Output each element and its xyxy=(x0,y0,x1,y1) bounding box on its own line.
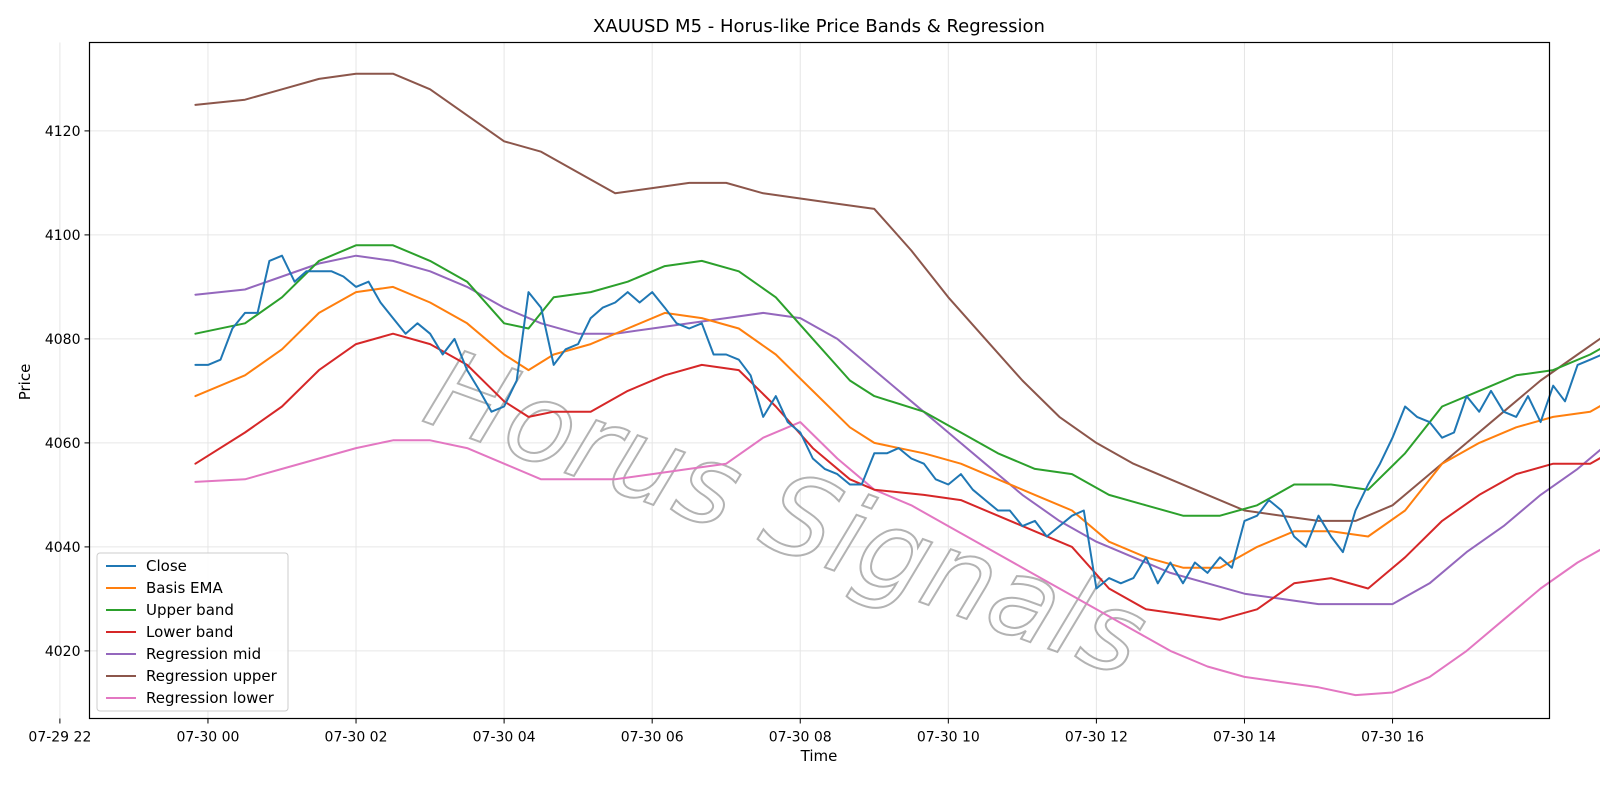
series-line-regression-upper xyxy=(194,72,1600,522)
x-tick-label: 07-30 10 xyxy=(917,730,980,746)
legend-label-regression-mid: Regression mid xyxy=(146,645,261,663)
legend-label-regression-upper: Regression upper xyxy=(146,667,278,685)
x-tick-label: 07-30 02 xyxy=(325,730,388,746)
series-line-upper-band xyxy=(194,244,1600,517)
x-tick-label: 07-29 22 xyxy=(28,730,91,746)
x-axis-title: Time xyxy=(800,747,838,765)
legend-label-close: Close xyxy=(146,557,187,575)
y-tick-label: 4120 xyxy=(45,124,81,140)
legend-label-basis-ema: Basis EMA xyxy=(146,579,223,597)
y-tick-label: 4100 xyxy=(45,228,81,244)
series-layer xyxy=(194,72,1600,697)
y-tick-label: 4020 xyxy=(45,644,81,660)
series-line-basis-ema xyxy=(194,285,1600,569)
x-tick-label: 07-30 08 xyxy=(769,730,832,746)
x-tick-label: 07-30 12 xyxy=(1065,730,1128,746)
y-axis: 4020 4040 4060 4080 4100 4120 xyxy=(45,124,90,660)
series-line-close xyxy=(194,254,1600,590)
x-tick-label: 07-30 04 xyxy=(473,730,536,746)
grid xyxy=(59,42,1550,719)
legend: Close Basis EMA Upper band Lower band Regres… xyxy=(96,552,289,712)
x-tick-label: 07-30 16 xyxy=(1361,730,1424,746)
y-tick-label: 4060 xyxy=(45,436,81,452)
y-axis-title: Price xyxy=(16,364,34,401)
chart-title: XAUUSD M5 - Horus-like Price Bands & Reg… xyxy=(593,16,1045,37)
y-tick-label: 4080 xyxy=(45,332,81,348)
legend-label-lower-band: Lower band xyxy=(146,623,233,641)
legend-label-upper-band: Upper band xyxy=(146,601,234,619)
series-line-regression-lower xyxy=(194,421,1600,697)
series-line-lower-band xyxy=(194,332,1600,621)
legend-box xyxy=(96,552,289,712)
series-line-regression-mid xyxy=(194,254,1600,606)
legend-label-regression-lower: Regression lower xyxy=(146,689,275,707)
y-tick-label: 4040 xyxy=(45,540,81,556)
plot-frame xyxy=(88,41,1551,720)
x-tick-label: 07-30 06 xyxy=(621,730,684,746)
x-axis: 07-29 22 07-30 00 07-30 02 07-30 04 07-30 06… xyxy=(28,718,1424,746)
x-tick-label: 07-30 00 xyxy=(176,730,239,746)
x-tick-label: 07-30 14 xyxy=(1213,730,1276,746)
